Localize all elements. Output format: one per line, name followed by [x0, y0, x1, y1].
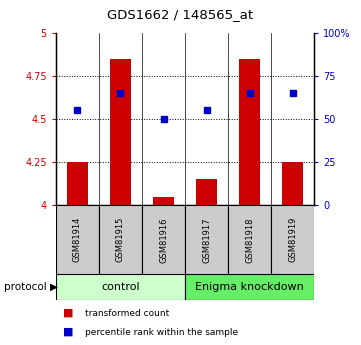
Bar [239, 59, 260, 205]
Text: Enigma knockdown: Enigma knockdown [195, 282, 304, 292]
Text: GSM81918: GSM81918 [245, 217, 254, 263]
Text: transformed count: transformed count [85, 308, 169, 318]
Bar [153, 197, 174, 205]
Text: ■: ■ [63, 308, 74, 318]
Text: GSM81916: GSM81916 [159, 217, 168, 263]
Bar [185, 205, 228, 274]
Bar [56, 274, 185, 300]
Bar [196, 179, 217, 205]
Bar [282, 162, 303, 205]
Text: protocol ▶: protocol ▶ [4, 282, 58, 292]
Text: ■: ■ [63, 327, 74, 337]
Bar [110, 59, 131, 205]
Text: GSM81917: GSM81917 [202, 217, 211, 263]
Bar [271, 205, 314, 274]
Text: GSM81915: GSM81915 [116, 217, 125, 263]
Text: GSM81919: GSM81919 [288, 217, 297, 263]
Text: GDS1662 / 148565_at: GDS1662 / 148565_at [108, 8, 253, 21]
Bar [228, 205, 271, 274]
Bar [56, 205, 99, 274]
Text: control: control [101, 282, 140, 292]
Text: GSM81914: GSM81914 [73, 217, 82, 263]
Bar [142, 205, 185, 274]
Bar [67, 162, 88, 205]
Text: percentile rank within the sample: percentile rank within the sample [85, 327, 238, 337]
Bar [185, 274, 314, 300]
Bar [99, 205, 142, 274]
